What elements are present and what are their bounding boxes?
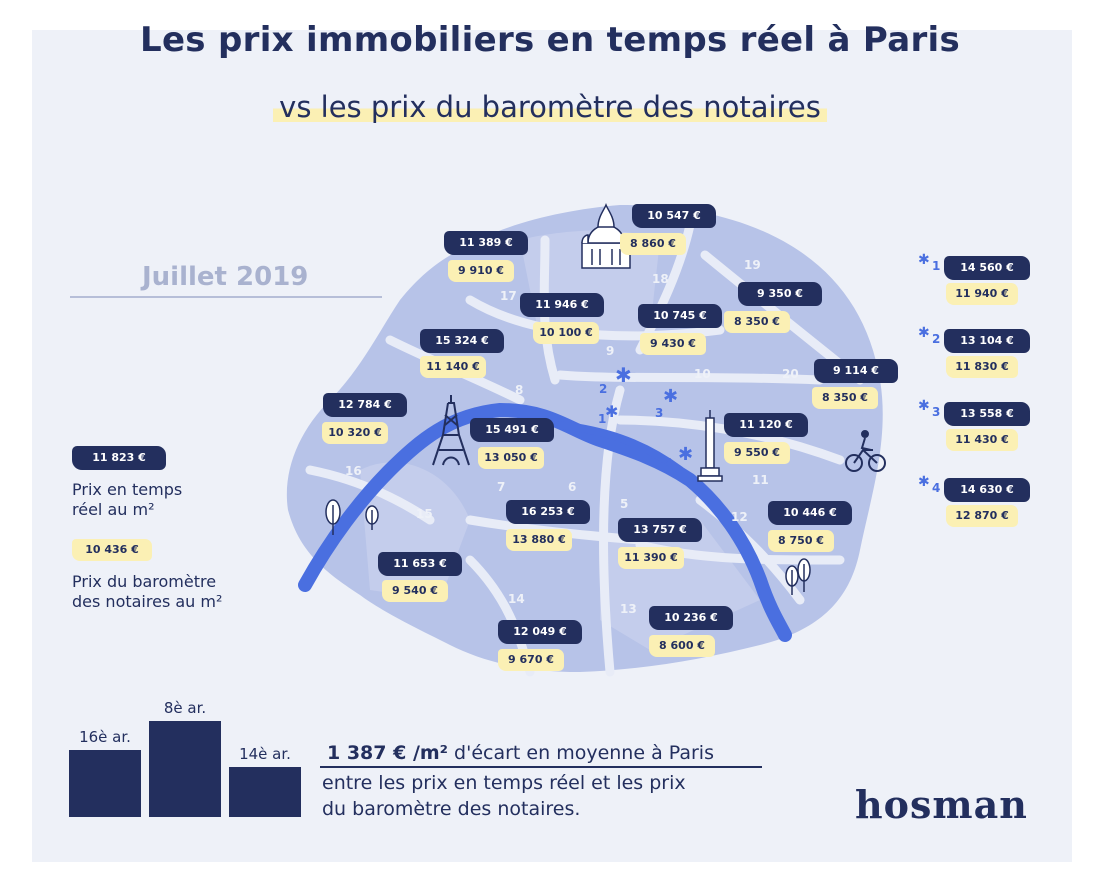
arrondissement-number-13: 13 [620, 602, 637, 616]
stat-underline [320, 766, 762, 768]
arrondissement-number-16: 16 [345, 464, 362, 478]
price-notaires-arr-1: 11 940 € [946, 283, 1018, 305]
page-subtitle: vs les prix du baromètre des notaires [273, 92, 827, 122]
price-notaires-arr-5: 11 390 € [618, 547, 684, 569]
price-realtime-arr-2: 13 104 € [944, 329, 1030, 353]
price-notaires-arr-4: 12 870 € [946, 505, 1018, 527]
seine-river [298, 402, 792, 642]
date-label: Juillet 2019 [142, 262, 309, 292]
price-notaires-arr-18: 8 860 € [620, 233, 686, 255]
price-realtime-arr-11: 11 120 € [724, 413, 808, 437]
price-notaires-arr-10: 9 430 € [640, 333, 706, 355]
svg-text:✱: ✱ [615, 363, 632, 387]
bar-1 [149, 721, 221, 817]
price-notaires-arr-8: 11 140 € [420, 356, 486, 378]
arrondissement-number-18: 18 [652, 272, 669, 286]
price-realtime-arr-6: 16 253 € [506, 500, 590, 524]
price-realtime-arr-13: 10 236 € [649, 606, 733, 630]
arrondissement-number-14: 14 [508, 592, 525, 606]
arrondissement-number-10: 10 [694, 367, 711, 381]
arrondissement-number-12: 12 [731, 510, 748, 524]
price-realtime-arr-1: 14 560 € [944, 256, 1030, 280]
price-realtime-arr-3: 13 558 € [944, 402, 1030, 426]
asterisk-icon: ✱ [918, 252, 930, 268]
arrondissement-number-2: 2 [599, 382, 608, 396]
central-arr-number: 3 [932, 405, 941, 419]
price-realtime-arr-7: 15 491 € [470, 418, 554, 442]
price-realtime-arr-17: 11 389 € [444, 231, 528, 255]
arrondissement-number-4: 4 [664, 456, 673, 470]
central-markers: ✱ ✱ ✱ ✱ [605, 363, 693, 465]
price-notaires-arr-14: 9 670 € [498, 649, 564, 671]
legend-notaires-pill: 10 436 € [72, 539, 152, 561]
price-notaires-arr-2: 11 830 € [946, 356, 1018, 378]
central-arr-number: 1 [932, 259, 941, 273]
page-title: Les prix immobiliers en temps réel à Par… [139, 20, 961, 60]
price-realtime-arr-4: 14 630 € [944, 478, 1030, 502]
price-realtime-arr-8: 15 324 € [420, 329, 504, 353]
arrondissement-number-9: 9 [606, 344, 615, 358]
price-realtime-arr-9: 11 946 € [520, 293, 604, 317]
price-realtime-arr-10: 10 745 € [638, 304, 722, 328]
legend-realtime-pill: 11 823 € [72, 446, 166, 470]
arrondissement-number-20: 20 [782, 367, 799, 381]
price-notaires-arr-15: 9 540 € [382, 580, 448, 602]
price-notaires-arr-12: 8 750 € [768, 530, 834, 552]
price-realtime-arr-14: 12 049 € [498, 620, 582, 644]
price-notaires-arr-13: 8 600 € [649, 635, 715, 657]
price-realtime-arr-5: 13 757 € [618, 518, 702, 542]
bar-label-2: 14è ar. [239, 745, 291, 763]
date-underline [70, 296, 382, 298]
price-notaires-arr-7: 13 050 € [478, 447, 544, 469]
svg-text:✱: ✱ [663, 386, 678, 407]
price-notaires-arr-20: 8 350 € [812, 387, 878, 409]
arrondissement-number-7: 7 [497, 480, 506, 494]
asterisk-icon: ✱ [918, 474, 930, 490]
arrondissement-number-17: 17 [500, 289, 517, 303]
arrondissement-number-11: 11 [752, 473, 769, 487]
arrondissement-number-19: 19 [744, 258, 761, 272]
bar-label-0: 16è ar. [79, 728, 131, 746]
asterisk-icon: ✱ [918, 398, 930, 414]
tree-icon [325, 499, 811, 595]
arrondissement-number-1: 1 [598, 412, 607, 426]
price-notaires-arr-17: 9 910 € [448, 260, 514, 282]
cyclist-icon [845, 430, 886, 472]
legend-notaires-label: Prix du baromètre des notaires au m² [72, 572, 223, 611]
hosman-logo: hosman [855, 782, 1028, 827]
central-arr-number: 4 [932, 481, 941, 495]
arrondissement-number-6: 6 [568, 480, 577, 494]
price-realtime-arr-12: 10 446 € [768, 501, 852, 525]
price-realtime-arr-16: 12 784 € [323, 393, 407, 417]
legend-realtime-label: Prix en temps réel au m² [72, 480, 183, 519]
central-arr-number: 2 [932, 332, 941, 346]
arrondissement-number-5: 5 [620, 497, 629, 511]
arrondissement-number-15: 15 [416, 507, 433, 521]
eiffel-tower-icon [432, 395, 470, 466]
bar-2 [229, 767, 301, 817]
price-notaires-arr-16: 10 320 € [322, 422, 388, 444]
stat-description: entre les prix en temps réel et les prix… [322, 772, 686, 820]
price-notaires-arr-11: 9 550 € [724, 442, 790, 464]
arrondissement-number-3: 3 [655, 406, 664, 420]
bar-0 [69, 750, 141, 817]
seine-river-arm [556, 421, 684, 474]
price-realtime-arr-20: 9 114 € [814, 359, 898, 383]
asterisk-icon: ✱ [918, 325, 930, 341]
svg-text:✱: ✱ [678, 444, 693, 465]
bar-label-1: 8è ar. [163, 699, 207, 717]
bastille-column-icon [697, 410, 723, 482]
stat-headline: 1 387 € /m² d'écart en moyenne à Paris [327, 742, 714, 764]
svg-text:✱: ✱ [605, 402, 618, 421]
price-notaires-arr-6: 13 880 € [506, 529, 572, 551]
price-notaires-arr-3: 11 430 € [946, 429, 1018, 451]
price-notaires-arr-19: 8 350 € [724, 311, 790, 333]
price-realtime-arr-15: 11 653 € [378, 552, 462, 576]
price-notaires-arr-9: 10 100 € [533, 322, 599, 344]
price-realtime-arr-18: 10 547 € [632, 204, 716, 228]
arrondissement-number-8: 8 [515, 383, 524, 397]
price-realtime-arr-19: 9 350 € [738, 282, 822, 306]
